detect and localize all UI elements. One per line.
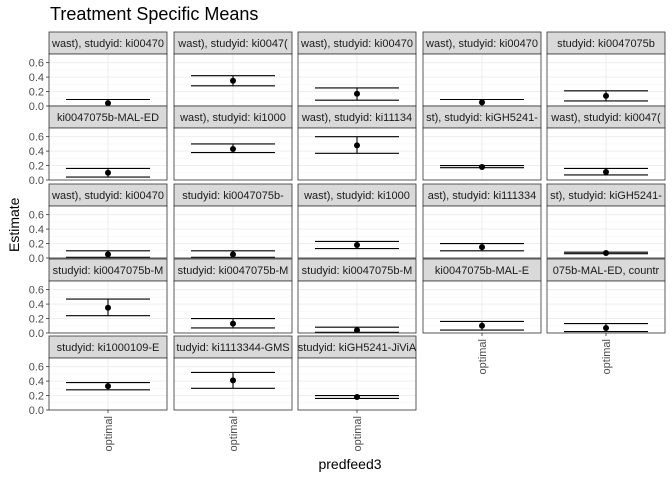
point-estimate bbox=[230, 320, 236, 327]
x-tick-label: optimal bbox=[228, 416, 240, 451]
point-estimate bbox=[354, 90, 360, 97]
y-tick-label: 0.4 bbox=[29, 299, 44, 311]
panel-border bbox=[173, 127, 293, 181]
panel-border bbox=[48, 127, 168, 181]
point-estimate bbox=[479, 99, 485, 106]
facet-strip-label: studyid: ki0047075b bbox=[557, 38, 655, 50]
facet-strip-label: tudyid: ki1113344-GMS bbox=[176, 342, 289, 354]
point-estimate bbox=[479, 164, 485, 170]
point-estimate bbox=[105, 251, 111, 258]
y-tick-label: 0.4 bbox=[29, 146, 44, 158]
panel-border bbox=[173, 205, 293, 259]
point-estimate bbox=[105, 304, 111, 311]
y-tick-label: 0.6 bbox=[29, 362, 44, 374]
facet-strip-label: wast), studyid: ki0047( bbox=[550, 112, 661, 124]
point-estimate bbox=[354, 327, 360, 334]
facet-strip-label: wast), studyid: ki00470 bbox=[51, 38, 164, 50]
point-estimate bbox=[230, 145, 236, 152]
y-tick-label: 0.2 bbox=[29, 391, 44, 403]
facet-strip-label: wast), studyid: ki00470 bbox=[425, 38, 538, 50]
panel-border bbox=[297, 127, 417, 181]
panel-border bbox=[422, 127, 542, 181]
x-axis-label: predfeed3 bbox=[318, 456, 382, 472]
panel-border bbox=[297, 205, 417, 259]
facet-strip-label: studyid: ki0047075b-M bbox=[53, 265, 164, 277]
point-estimate bbox=[603, 92, 609, 99]
panel-border bbox=[48, 205, 168, 259]
y-tick-label: 0.6 bbox=[29, 210, 44, 222]
y-tick-label: 0.2 bbox=[29, 314, 44, 326]
y-tick-label: 0.6 bbox=[29, 132, 44, 144]
facet-strip-label: studyid: ki0047075b-M bbox=[178, 265, 289, 277]
point-estimate bbox=[230, 77, 236, 84]
point-estimate bbox=[479, 244, 485, 251]
facet-strip-label: 075b-MAL-ED, countr bbox=[553, 265, 660, 277]
y-tick-label: 0.4 bbox=[29, 224, 44, 236]
point-estimate bbox=[105, 169, 111, 176]
point-estimate bbox=[479, 322, 485, 329]
chart-title: Treatment Specific Means bbox=[50, 4, 259, 24]
y-tick-label: 0.2 bbox=[29, 239, 44, 251]
facet-strip-label: st), studyid: kiGH5241- bbox=[426, 112, 538, 124]
facet-strip-label: wast), studyid: ki1000 bbox=[303, 190, 410, 202]
facet-strip-label: wast), studyid: ki1000 bbox=[179, 112, 286, 124]
facet-strip-label: wast), studyid: ki00470 bbox=[300, 38, 413, 50]
point-estimate bbox=[105, 383, 111, 390]
point-estimate bbox=[230, 251, 236, 258]
point-estimate bbox=[603, 169, 609, 176]
panel-border bbox=[173, 280, 293, 334]
y-tick-label: 0.0 bbox=[29, 175, 44, 187]
y-tick-label: 0.4 bbox=[29, 376, 44, 388]
panel-border bbox=[48, 280, 168, 334]
y-tick-label: 0.6 bbox=[29, 58, 44, 70]
y-tick-label: 0.6 bbox=[29, 285, 44, 297]
facet-strip-label: studyid: ki1000109-E bbox=[57, 342, 160, 354]
point-estimate bbox=[354, 242, 360, 248]
y-tick-label: 0.0 bbox=[29, 405, 44, 417]
facet-strip-label: wast), studyid: ki0047( bbox=[177, 38, 288, 50]
y-tick-label: 0.2 bbox=[29, 161, 44, 173]
panel-border bbox=[546, 205, 666, 259]
y-tick-label: 0.0 bbox=[29, 328, 44, 340]
point-estimate bbox=[354, 142, 360, 149]
facet-strip-label: ki0047075b-MAL-E bbox=[435, 265, 529, 277]
facet-strip-label: ast), studyid: ki111334 bbox=[428, 190, 536, 202]
y-tick-label: 0.2 bbox=[29, 87, 44, 99]
panel-border bbox=[546, 127, 666, 181]
point-estimate bbox=[230, 377, 236, 384]
facet-strip-label: studyid: ki0047075b-M bbox=[302, 265, 413, 277]
panel-border bbox=[297, 280, 417, 334]
panel-border bbox=[422, 205, 542, 259]
x-tick-label: optimal bbox=[103, 416, 115, 451]
facet-strip-label: st), studyid: kiGH5241- bbox=[550, 190, 662, 202]
x-tick-label: optimal bbox=[477, 339, 489, 374]
y-tick-label: 0.4 bbox=[29, 72, 44, 84]
facet-strip-label: wast), studyid: ki11134 bbox=[301, 112, 412, 124]
point-estimate bbox=[603, 324, 609, 331]
x-tick-label: optimal bbox=[352, 416, 364, 451]
facet-strip-label: studyid: kiGH5241-JiViA bbox=[298, 342, 417, 354]
point-estimate bbox=[354, 394, 360, 400]
x-tick-label: optimal bbox=[601, 339, 613, 374]
y-tick-label: 0.0 bbox=[29, 253, 44, 265]
point-estimate bbox=[603, 249, 609, 256]
y-tick-label: 0.0 bbox=[29, 101, 44, 113]
facet-strip-label: ki0047075b-MAL-ED bbox=[57, 112, 159, 124]
facet-strip-label: studyid: ki0047075b- bbox=[182, 190, 284, 202]
facet-strip-label: wast), studyid: ki00470 bbox=[51, 190, 164, 202]
point-estimate bbox=[105, 100, 111, 107]
